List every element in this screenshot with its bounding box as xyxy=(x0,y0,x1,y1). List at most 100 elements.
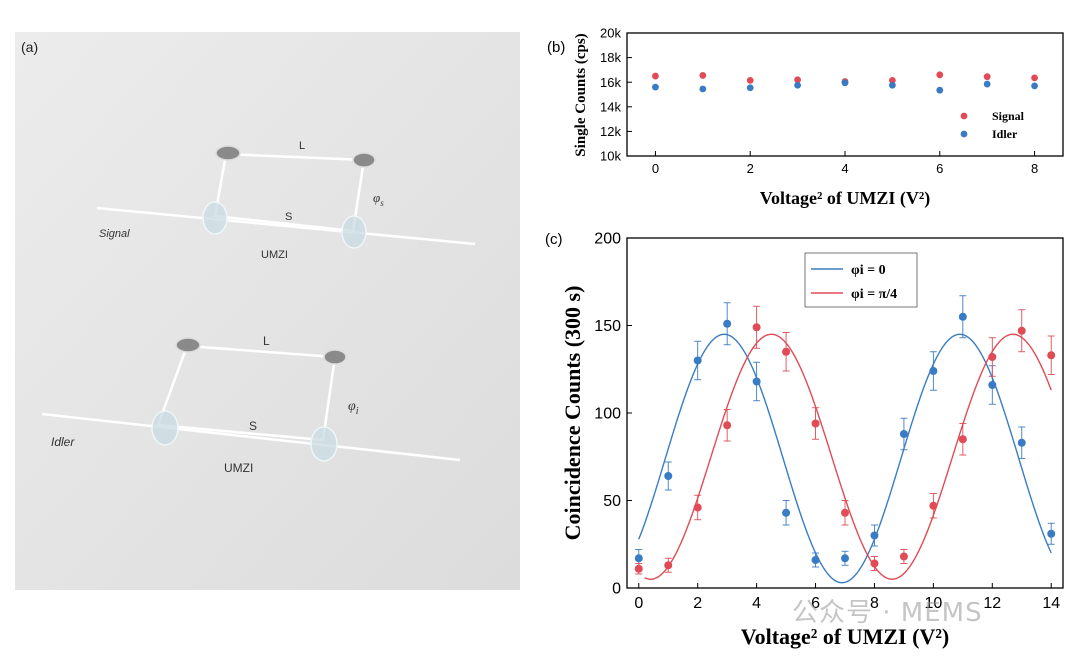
data-point-phi-pi4 xyxy=(634,564,643,573)
data-point-signal xyxy=(888,76,896,84)
data-point-signal xyxy=(1031,74,1038,82)
idler-beam xyxy=(41,412,461,462)
data-point-phi0 xyxy=(664,472,673,480)
data-point-phi0 xyxy=(693,356,702,365)
x-tick-label: 12 xyxy=(983,595,1001,612)
data-point-phi-pi4 xyxy=(664,561,673,570)
data-point-signal xyxy=(699,72,707,79)
data-point-phi0 xyxy=(723,319,732,328)
data-point-phi-pi4 xyxy=(811,419,820,428)
data-point-signal xyxy=(841,78,849,85)
data-point-idler xyxy=(1031,82,1038,90)
watermark: 公众号 · MEMS xyxy=(792,598,983,628)
y-tick-label: 12k xyxy=(600,124,621,139)
y-tick-label: 100 xyxy=(594,406,621,423)
y-axis-title: Single Counts (cps) xyxy=(573,33,589,156)
data-point-signal xyxy=(652,72,659,80)
fit-curve-phi0 xyxy=(638,333,1052,584)
x-tick-label: 4 xyxy=(841,161,848,176)
long-arm-label: L xyxy=(263,334,270,348)
umzi-label: UMZI xyxy=(261,249,288,261)
data-point-idler xyxy=(746,84,754,92)
long-arm-label: L xyxy=(299,140,305,152)
short-arm-label: S xyxy=(285,211,292,223)
y-tick-label: 50 xyxy=(603,493,621,510)
data-point-phi0 xyxy=(841,554,849,563)
data-point-phi-pi4 xyxy=(693,503,702,512)
data-point-phi-pi4 xyxy=(1017,326,1026,335)
data-point-idler xyxy=(652,83,659,91)
chart-b: (b) 0 2 4 6 8 10k 12k 14k 16k 18k 20k Voltage² of UM… xyxy=(547,26,1064,209)
data-point-phi-pi4 xyxy=(958,435,967,444)
panel-a-label: (a) xyxy=(21,39,38,55)
legend-label: Idler xyxy=(992,127,1018,141)
y-tick-label: 16k xyxy=(600,75,621,90)
data-point-phi0 xyxy=(811,556,820,564)
short-arm-label: S xyxy=(249,419,257,433)
plot-frame xyxy=(626,32,1064,157)
signal-label: Signal xyxy=(99,228,130,240)
y-tick-label: 0 xyxy=(612,581,621,598)
data-point-phi0 xyxy=(870,531,879,540)
data-point-idler xyxy=(888,81,896,89)
x-axis-title: Voltage² of UMZI (V²) xyxy=(760,188,931,209)
x-tick-label: 2 xyxy=(693,595,702,612)
signal-umzi: L S φs Signal UMZI xyxy=(96,140,476,261)
x-tick-label: 0 xyxy=(634,595,643,612)
x-tick-label: 6 xyxy=(936,161,943,176)
y-tick-label: 10k xyxy=(600,149,621,164)
data-point-phi-pi4 xyxy=(723,421,732,430)
umzi-label: UMZI xyxy=(224,461,253,475)
beam-splitter-icon xyxy=(310,426,338,462)
x-tick-label: 2 xyxy=(747,161,754,176)
data-point-phi0 xyxy=(958,312,967,321)
y-tick-label: 200 xyxy=(594,231,621,248)
data-point-idler xyxy=(699,85,707,93)
data-point-idler xyxy=(794,81,802,89)
setup-illustration: (a) L S φs Signal UMZI L S φi Idler UMZI xyxy=(15,32,520,590)
x-tick-label: 4 xyxy=(752,595,761,612)
data-point-idler xyxy=(983,80,991,88)
idler-label: Idler xyxy=(51,435,75,449)
beam-splitter-icon xyxy=(341,215,367,249)
data-point-idler xyxy=(841,79,849,87)
fit-curve-phi-pi4 xyxy=(644,333,1052,580)
y-tick-label: 14k xyxy=(600,99,621,114)
y-tick-label: 18k xyxy=(600,50,621,65)
panel-label: (b) xyxy=(547,39,565,56)
data-point-idler xyxy=(936,86,944,94)
signal-beam xyxy=(96,206,476,246)
data-point-phi-pi4 xyxy=(1047,351,1056,360)
legend-marker xyxy=(960,130,968,138)
phase-label: φi xyxy=(348,399,359,417)
data-point-phi0 xyxy=(782,508,791,517)
data-point-signal xyxy=(746,76,754,84)
x-tick-label: 0 xyxy=(652,161,659,176)
data-point-phi0 xyxy=(1017,438,1026,447)
y-tick-label: 150 xyxy=(594,318,621,335)
data-point-phi0 xyxy=(634,554,643,563)
data-point-signal xyxy=(936,71,944,79)
legend-label: φi = π/4 xyxy=(851,287,897,302)
data-point-phi-pi4 xyxy=(988,353,997,361)
legend-box xyxy=(952,104,1052,148)
x-tick-label: 8 xyxy=(1031,161,1038,176)
legend-label: Signal xyxy=(992,109,1025,123)
y-axis-title: Coincidence Counts (300 s) xyxy=(560,286,585,541)
y-tick-label: 20k xyxy=(600,26,621,41)
plot-frame xyxy=(626,237,1064,589)
data-point-phi0 xyxy=(1047,529,1056,538)
data-point-phi0 xyxy=(988,381,997,389)
mirror-icon xyxy=(323,349,347,365)
data-point-phi-pi4 xyxy=(899,552,908,561)
data-point-phi0 xyxy=(899,430,908,438)
mirror-icon xyxy=(352,152,376,168)
data-point-phi-pi4 xyxy=(841,508,849,517)
x-tick-label: 14 xyxy=(1042,595,1060,612)
beam-splitter-icon xyxy=(202,201,228,235)
phase-label: φs xyxy=(373,190,384,208)
mirror-icon xyxy=(215,145,241,161)
data-point-signal xyxy=(794,76,802,84)
data-point-phi-pi4 xyxy=(782,347,791,356)
